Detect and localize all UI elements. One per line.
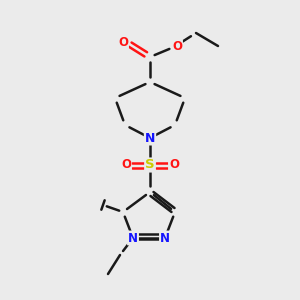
Text: O: O: [172, 40, 182, 53]
Text: N: N: [128, 232, 138, 244]
Text: O: O: [118, 35, 128, 49]
Text: N: N: [160, 232, 170, 244]
Text: S: S: [145, 158, 155, 172]
Text: N: N: [145, 131, 155, 145]
Text: O: O: [121, 158, 131, 172]
Text: O: O: [169, 158, 179, 172]
